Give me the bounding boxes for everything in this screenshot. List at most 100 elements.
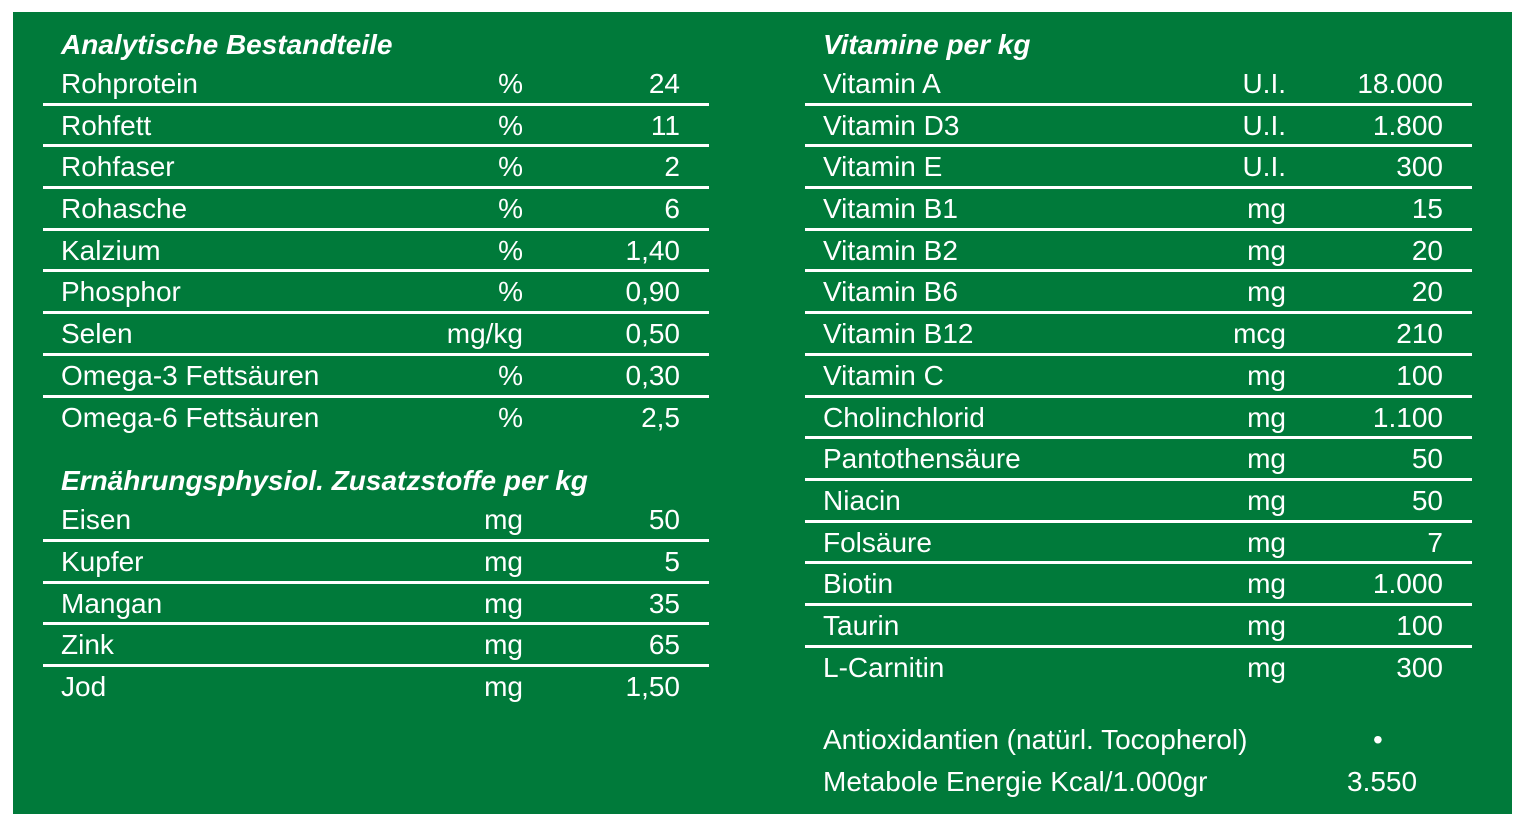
- table-row: Biotin mg 1.000: [805, 564, 1472, 606]
- row-value: 18.000: [1357, 68, 1443, 99]
- row-unit: %: [498, 234, 523, 266]
- table-row: Mangan mg 35: [43, 584, 709, 626]
- row-unit: mg: [1247, 484, 1286, 516]
- table-row: Pantothensäure mg 50: [805, 439, 1472, 481]
- row-value: 0,90: [625, 276, 681, 308]
- row-value: 300: [1396, 651, 1443, 683]
- row-value: 1.000: [1372, 568, 1443, 600]
- row-unit: %: [498, 68, 523, 99]
- row-unit: %: [498, 109, 523, 141]
- table-row: Omega-6 Fettsäuren% 2,5: [43, 398, 709, 440]
- row-value: 11: [650, 109, 680, 141]
- row-value: 65: [648, 629, 680, 661]
- row-unit: mg: [1247, 193, 1286, 225]
- nutrition-panel: Analytische Bestandteile Rohprotein% 24 Ro…: [13, 12, 1512, 814]
- row-unit: %: [498, 193, 523, 225]
- table-row: Zink mg 65: [43, 625, 709, 667]
- row-unit: mg: [484, 504, 523, 536]
- row-unit: mg: [1247, 234, 1286, 266]
- table-row: Vitamin C mg 100: [805, 356, 1472, 398]
- row-value: 2,5: [641, 401, 680, 433]
- row-name: Vitamin B1: [823, 193, 958, 225]
- row-value: 2: [664, 151, 680, 183]
- row-name: Vitamin E: [823, 151, 943, 183]
- row-name: Vitamin D3: [823, 109, 960, 141]
- table-row: Selen mg/kg 0,50: [43, 314, 709, 356]
- table-row: Jod mg 1,50: [43, 667, 709, 709]
- row-unit: mg: [1247, 651, 1286, 683]
- row-name: Zink: [61, 629, 114, 661]
- row-name: Mangan: [61, 587, 163, 619]
- antioxidantien-value: •: [1373, 724, 1383, 756]
- row-value: 1,50: [625, 670, 681, 702]
- row-name: Folsäure: [823, 526, 932, 558]
- table-row: Kupfer mg 5: [43, 542, 709, 584]
- zusatzstoffe-table: Eisen mg 50 Kupfer mg 5 Mangan mg 35 Zink mg 65 Jod m…: [43, 500, 709, 708]
- row-name: Rohfett: [61, 109, 152, 141]
- zusatzstoffe-heading: Ernährungsphysiol. Zusatzstoffe per kg: [61, 465, 588, 497]
- row-value: 0,30: [625, 359, 681, 391]
- row-unit: mg: [1247, 568, 1286, 600]
- energie-label: Metabole Energie Kcal/1.000gr: [823, 766, 1208, 798]
- table-row: Omega-3 Fettsäuren% 0,30: [43, 356, 709, 398]
- row-value: 300: [1396, 151, 1443, 183]
- row-unit: mg: [1247, 609, 1286, 641]
- row-value: 6: [664, 193, 680, 225]
- right-column: Vitamine per kg Vitamin A U.I. 18.000 Vitam…: [805, 26, 1472, 802]
- energie-value: 3.550: [1347, 766, 1418, 798]
- row-value: 35: [648, 587, 680, 619]
- row-name: Vitamin B12: [823, 318, 974, 350]
- table-row: Vitamin A U.I. 18.000: [805, 64, 1472, 106]
- table-row: L-Carnitin mg 300: [805, 648, 1472, 690]
- row-unit: U.I.: [1242, 68, 1286, 99]
- footer: Antioxidantien (natürl. Tocopherol) • Me…: [805, 720, 1472, 802]
- row-unit: U.I.: [1242, 151, 1286, 183]
- row-unit: mg: [484, 545, 523, 577]
- row-unit: %: [498, 401, 523, 433]
- table-row: Rohfett% 11: [43, 106, 709, 148]
- row-unit: mg: [484, 670, 523, 702]
- row-unit: mg: [1247, 443, 1286, 475]
- row-unit: %: [498, 359, 523, 391]
- row-name: Kupfer: [61, 545, 144, 577]
- row-unit: mcg: [1233, 318, 1286, 350]
- row-unit: %: [498, 276, 523, 308]
- row-unit: mg: [1247, 359, 1286, 391]
- table-row: Eisen mg 50: [43, 500, 709, 542]
- row-name: Omega-6 Fettsäuren: [61, 401, 320, 433]
- row-name: Eisen: [61, 504, 132, 536]
- row-value: 1.800: [1372, 109, 1443, 141]
- row-unit: mg: [484, 629, 523, 661]
- table-row: Vitamin E U.I. 300: [805, 147, 1472, 190]
- table-row: Rohasche% 6: [43, 189, 709, 231]
- table-row: Vitamin B1 mg 15: [805, 189, 1472, 231]
- table-row: Vitamin B2 mg 20: [805, 231, 1472, 273]
- row-name: Kalzium: [61, 234, 161, 266]
- row-value: 1,40: [625, 234, 681, 266]
- row-name: Vitamin A: [823, 68, 941, 99]
- row-unit: mg: [1247, 526, 1286, 558]
- table-row: Kalzium% 1,40: [43, 231, 709, 273]
- table-row: Vitamin D3 U.I. 1.800: [805, 106, 1472, 148]
- antioxidantien-line: Antioxidantien (natürl. Tocopherol) •: [805, 720, 1472, 760]
- row-value: 24: [648, 68, 680, 99]
- vitamine-heading: Vitamine per kg: [823, 29, 1031, 60]
- row-name: Vitamin B2: [823, 234, 958, 266]
- row-name: Vitamin B6: [823, 276, 958, 308]
- row-name: Pantothensäure: [823, 443, 1021, 475]
- energie-line: Metabole Energie Kcal/1.000gr 3.550: [805, 762, 1472, 802]
- row-name: L-Carnitin: [823, 651, 945, 683]
- row-name: Rohasche: [61, 193, 188, 225]
- left-column: Analytische Bestandteile Rohprotein% 24 Ro…: [43, 26, 709, 709]
- row-value: 100: [1396, 359, 1443, 391]
- row-value: 50: [1411, 484, 1443, 516]
- table-row: Rohprotein% 24: [43, 64, 709, 106]
- row-value: 210: [1396, 318, 1443, 350]
- row-name: Rohfaser: [61, 151, 175, 183]
- row-name: Selen: [61, 318, 133, 350]
- row-unit: U.I.: [1242, 109, 1286, 141]
- row-name: Omega-3 Fettsäuren: [61, 359, 320, 391]
- table-row: Phosphor% 0,90: [43, 272, 709, 315]
- row-unit: mg: [1247, 401, 1286, 433]
- table-row: Vitamin B6 mg 20: [805, 272, 1472, 315]
